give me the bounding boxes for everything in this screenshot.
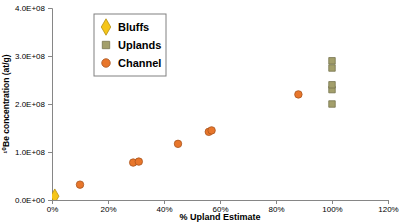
series-diamond <box>52 189 59 200</box>
x-tick: 100% <box>322 200 342 214</box>
x-tick-mark <box>388 200 389 204</box>
x-tick-label: 20% <box>100 205 116 214</box>
point <box>329 82 335 88</box>
x-tick-label: 40% <box>156 205 172 214</box>
point <box>329 58 335 64</box>
points <box>52 58 335 200</box>
series-circle <box>76 91 302 189</box>
x-tick: 80% <box>268 200 284 214</box>
y-tick: 4.0E+08 <box>15 4 52 13</box>
x-tick-mark <box>332 200 333 204</box>
x-tick: 120% <box>378 200 398 214</box>
x-tick: 0% <box>47 200 59 214</box>
plot: 0%20%40%60%80%100%120%0.0E+001.0E+082.0E… <box>15 4 399 214</box>
y-tick-label: 4.0E+08 <box>15 4 46 13</box>
point <box>329 65 335 71</box>
y-axis: 0.0E+00 1.0E+08 2.0E+08 3.0E+08 4.0E+08 <box>15 4 53 205</box>
x-tick-mark <box>108 200 109 204</box>
x-tick-label: 0% <box>47 205 59 214</box>
y-axis-line <box>48 9 53 201</box>
legend-marker <box>102 41 109 48</box>
y-tick-mark <box>48 104 52 105</box>
point <box>295 91 302 98</box>
legend-label: Bluffs <box>118 21 149 33</box>
x-tick: 20% <box>100 200 116 214</box>
x-tick: 40% <box>156 200 172 214</box>
point <box>208 127 215 134</box>
x-tick-mark <box>164 200 165 204</box>
y-tick-label: 3.0E+08 <box>15 52 46 61</box>
legend-marker <box>102 59 111 68</box>
y-tick-mark <box>48 56 52 57</box>
legend-label: Channel <box>118 57 161 69</box>
chart: 0%20%40%60%80%100%120%0.0E+001.0E+082.0E… <box>0 0 400 222</box>
legend-label: Uplands <box>118 39 161 51</box>
x-tick-mark <box>220 200 221 204</box>
point <box>52 189 59 200</box>
y-tick-label: 0.0E+00 <box>15 196 46 205</box>
y-tick-mark <box>48 8 52 9</box>
series-square <box>329 58 335 108</box>
point <box>329 101 335 107</box>
y-axis-title: ¹⁰Be concentration (at/g) <box>1 54 11 153</box>
x-tick-mark <box>276 200 277 204</box>
legend-marker <box>101 19 110 35</box>
y-tick: 1.0E+08 <box>15 148 52 157</box>
y-tick: 0.0E+00 <box>15 196 52 205</box>
x-axis-title: % Upland Estimate <box>179 212 260 222</box>
y-tick-mark <box>48 152 52 153</box>
x-axis-line <box>53 201 389 205</box>
point <box>135 158 142 165</box>
x-tick-label: 120% <box>378 205 398 214</box>
x-tick-label: 80% <box>268 205 284 214</box>
point <box>76 181 83 188</box>
x-tick-label: 100% <box>322 205 342 214</box>
y-tick: 2.0E+08 <box>15 100 52 109</box>
y-tick-mark <box>48 200 52 201</box>
y-tick: 3.0E+08 <box>15 52 52 61</box>
y-tick-label: 1.0E+08 <box>15 148 46 157</box>
y-tick-label: 2.0E+08 <box>15 100 46 109</box>
legend: Bluffs Uplands Channel <box>94 14 166 76</box>
point <box>174 140 181 147</box>
legend-box <box>94 14 166 76</box>
